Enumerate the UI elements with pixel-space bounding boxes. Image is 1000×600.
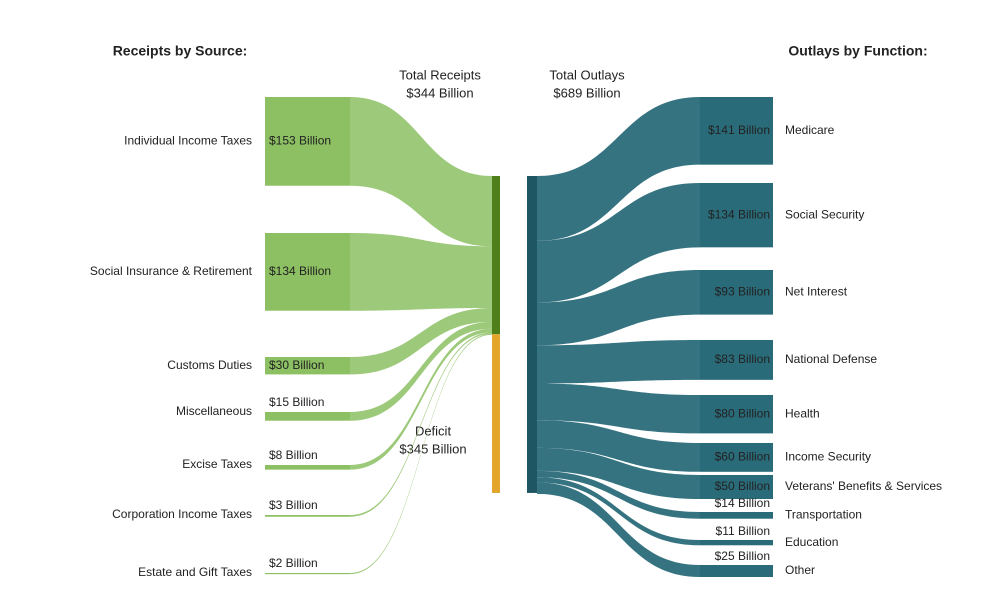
receipts-title: Receipts by Source: bbox=[113, 43, 248, 59]
source-label: Excise Taxes bbox=[182, 457, 252, 471]
source-node bbox=[265, 573, 350, 575]
flow bbox=[537, 383, 700, 434]
source-value-label: $15 Billion bbox=[269, 395, 324, 409]
function-label: Other bbox=[785, 563, 815, 577]
flow bbox=[350, 97, 492, 247]
source-value-label: $134 Billion bbox=[269, 264, 331, 278]
function-label: Social Security bbox=[785, 207, 864, 221]
function-label: National Defense bbox=[785, 352, 877, 366]
deficit-name: Deficit bbox=[415, 423, 452, 438]
source-label: Individual Income Taxes bbox=[124, 134, 252, 148]
source-label: Corporation Income Taxes bbox=[112, 507, 252, 521]
source-value-label: $3 Billion bbox=[269, 498, 318, 512]
function-node bbox=[700, 97, 773, 165]
source-label: Estate and Gift Taxes bbox=[138, 565, 252, 579]
function-value-label: $25 Billion bbox=[715, 549, 770, 563]
flow bbox=[537, 97, 700, 241]
flow bbox=[350, 328, 492, 470]
source-label: Social Insurance & Retirement bbox=[90, 264, 253, 278]
function-value-label: $50 Billion bbox=[715, 479, 770, 493]
flow bbox=[350, 233, 492, 311]
function-value-label: $60 Billion bbox=[715, 450, 770, 464]
source-node bbox=[265, 465, 350, 470]
function-node bbox=[700, 183, 773, 248]
function-label: Medicare bbox=[785, 123, 835, 137]
flow bbox=[537, 340, 700, 384]
function-node bbox=[700, 395, 773, 434]
flow bbox=[537, 482, 700, 577]
flow bbox=[537, 470, 700, 519]
outlays-title: Outlays by Function: bbox=[788, 43, 927, 59]
function-node bbox=[700, 475, 773, 499]
source-value-label: $153 Billion bbox=[269, 134, 331, 148]
flow bbox=[350, 321, 492, 421]
function-node bbox=[700, 565, 773, 577]
deficit-label: $345 Billion bbox=[399, 441, 466, 456]
flow bbox=[537, 183, 700, 303]
flow bbox=[537, 270, 700, 346]
total-receipts-name: Total Receipts bbox=[399, 67, 481, 82]
flow bbox=[350, 333, 492, 575]
flow bbox=[350, 332, 492, 517]
flow bbox=[350, 308, 492, 375]
function-label: Transportation bbox=[785, 508, 862, 522]
function-label: Income Security bbox=[785, 450, 871, 464]
function-label: Veterans' Benefits & Services bbox=[785, 479, 942, 493]
source-value-label: $8 Billion bbox=[269, 448, 318, 462]
function-value-label: $141 Billion bbox=[708, 123, 770, 137]
source-node bbox=[265, 412, 350, 421]
source-label: Miscellaneous bbox=[176, 404, 252, 418]
flow bbox=[537, 420, 700, 472]
total-outlays-label: $689 Billion bbox=[553, 85, 620, 100]
function-value-label: $11 Billion bbox=[716, 524, 770, 538]
source-value-label: $2 Billion bbox=[269, 556, 318, 570]
function-value-label: $83 Billion bbox=[715, 352, 770, 366]
function-node bbox=[700, 540, 773, 546]
deficit-bar bbox=[492, 334, 500, 493]
total-outlays-name: Total Outlays bbox=[549, 67, 625, 82]
flow bbox=[537, 447, 700, 499]
outlays-bar bbox=[527, 176, 537, 493]
function-value-label: $14 Billion bbox=[715, 496, 770, 510]
source-node bbox=[265, 515, 350, 517]
receipts-bar bbox=[492, 176, 500, 335]
source-node bbox=[265, 233, 350, 311]
function-node bbox=[700, 512, 773, 519]
function-label: Net Interest bbox=[785, 284, 848, 298]
function-node bbox=[700, 270, 773, 315]
function-node bbox=[700, 443, 773, 472]
source-label: Customs Duties bbox=[167, 358, 252, 372]
function-label: Health bbox=[785, 406, 820, 420]
flow bbox=[537, 477, 700, 546]
function-node bbox=[700, 340, 773, 380]
source-node bbox=[265, 97, 350, 186]
function-label: Education bbox=[785, 535, 838, 549]
function-value-label: $134 Billion bbox=[708, 207, 770, 221]
source-node bbox=[265, 357, 350, 375]
function-value-label: $93 Billion bbox=[715, 284, 770, 298]
source-value-label: $30 Billion bbox=[269, 358, 324, 372]
function-value-label: $80 Billion bbox=[715, 406, 770, 420]
total-receipts-label: $344 Billion bbox=[406, 85, 473, 100]
